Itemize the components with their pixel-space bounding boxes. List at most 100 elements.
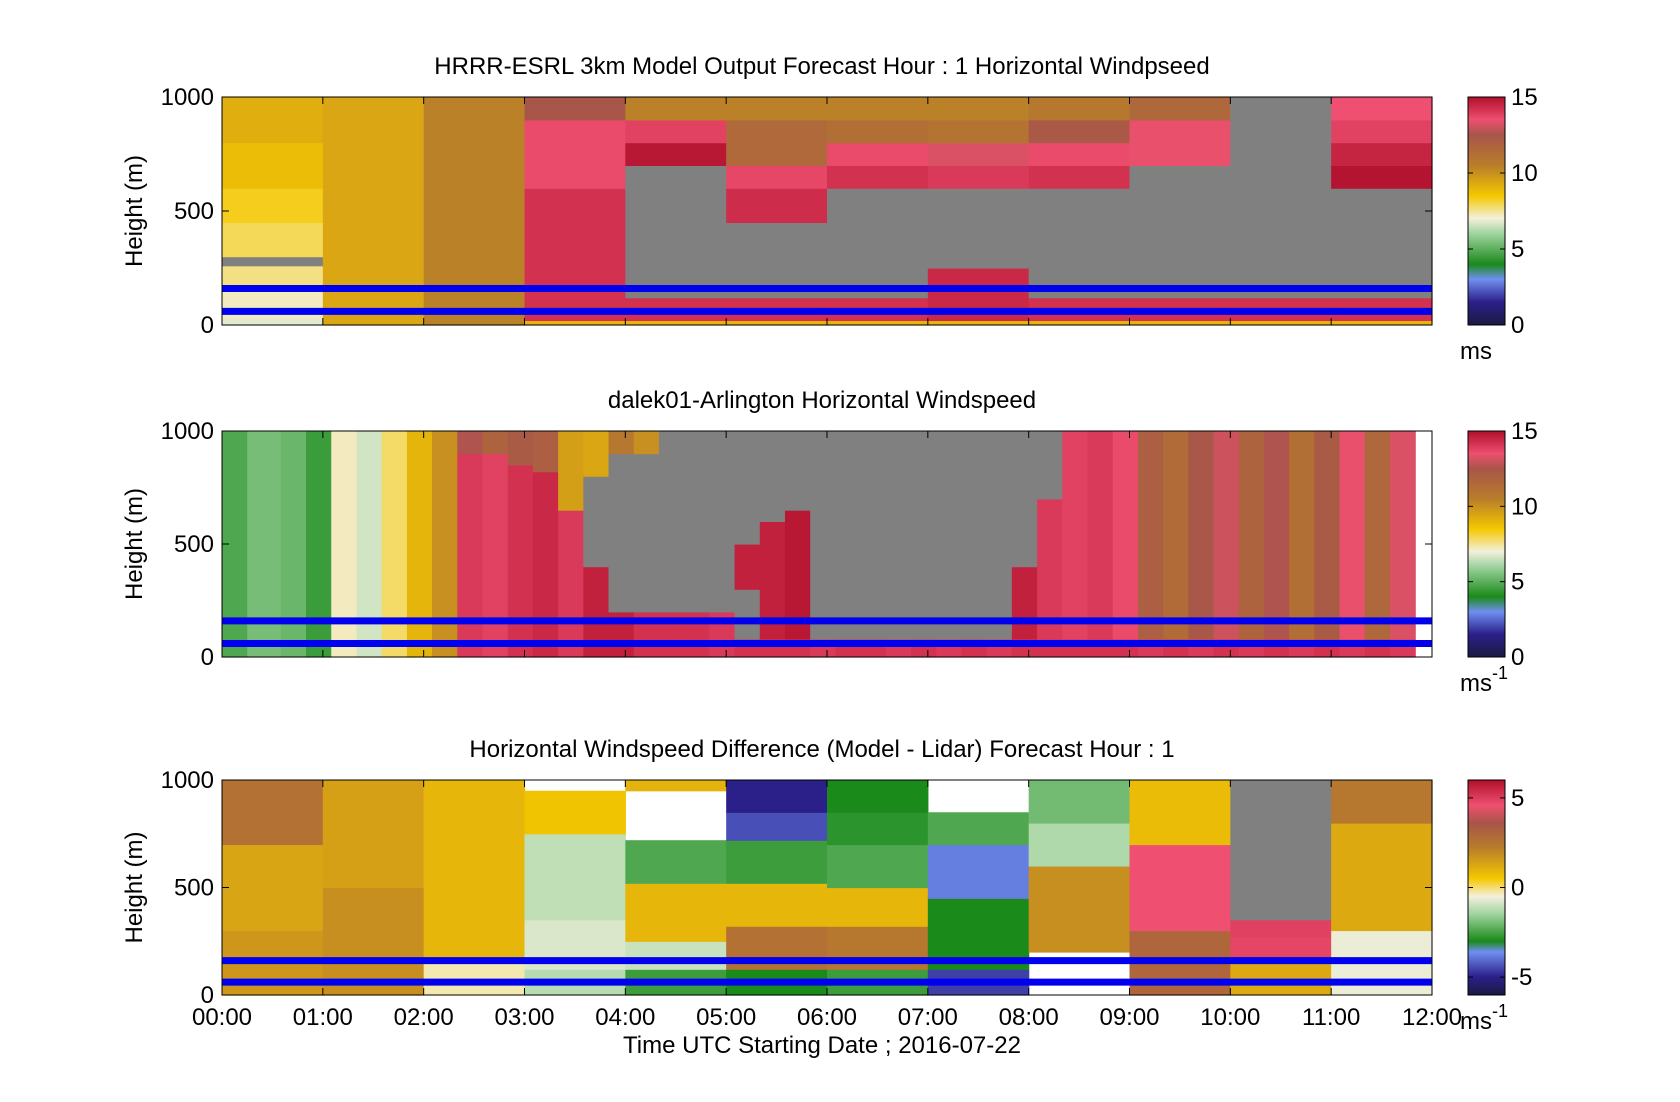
heatmap-area bbox=[222, 97, 1433, 326]
chart-title: Horizontal Windspeed Difference (Model -… bbox=[469, 736, 1174, 763]
heatmap-cell bbox=[827, 887, 929, 927]
heatmap-cell bbox=[625, 119, 727, 144]
y-tick-label: 500 bbox=[174, 531, 214, 558]
heatmap-cell bbox=[222, 265, 324, 290]
heatmap-cell bbox=[507, 464, 534, 658]
heatmap-cell bbox=[633, 431, 660, 455]
heatmap-cell bbox=[625, 941, 727, 970]
colorbar-gradient bbox=[1467, 430, 1506, 658]
heatmap-cell bbox=[625, 840, 727, 884]
heatmap-cell bbox=[927, 812, 1030, 846]
heatmap-cell bbox=[911, 431, 937, 640]
colorbar-unit-label: ms-1 bbox=[1460, 663, 1508, 697]
colorbar: 0 5 10 15 ms bbox=[1460, 84, 1538, 365]
heatmap-cell bbox=[625, 142, 727, 166]
heatmap-cell bbox=[482, 431, 509, 455]
heatmap-cell bbox=[222, 97, 324, 144]
heatmap-cell bbox=[1028, 866, 1131, 953]
colorbar-tick-label: 10 bbox=[1511, 160, 1538, 187]
y-tick-label: 1000 bbox=[161, 767, 214, 794]
heatmap-cell bbox=[784, 431, 811, 511]
heatmap-cell bbox=[1331, 142, 1433, 166]
heatmap-cell bbox=[222, 780, 324, 846]
heatmap-cell bbox=[927, 97, 1030, 121]
colorbar-unit-label: ms bbox=[1460, 338, 1492, 365]
panel-lidar-windspeed: dalek01-Arlington Horizontal Windspeed 0… bbox=[121, 387, 1538, 697]
heatmap-cell bbox=[1062, 431, 1089, 640]
heatmap-cell bbox=[1087, 431, 1114, 640]
panel-difference: Horizontal Windspeed Difference (Model -… bbox=[121, 736, 1532, 1035]
heatmap-cell bbox=[524, 119, 626, 189]
heatmap-cell bbox=[524, 833, 626, 921]
heatmap-cell bbox=[726, 840, 828, 884]
y-axis-label: Height (m) bbox=[121, 831, 148, 943]
heatmap-cell bbox=[810, 431, 836, 640]
heatmap-cell bbox=[583, 431, 610, 477]
heatmap-cell bbox=[1230, 780, 1332, 921]
colorbar-gradient bbox=[1467, 779, 1506, 996]
heatmap-cell bbox=[1364, 431, 1391, 640]
heatmap-cell bbox=[885, 431, 912, 640]
x-tick-label: 03:00 bbox=[494, 1004, 554, 1031]
colorbar: -5 0 5 ms-1 bbox=[1460, 779, 1532, 1035]
colorbar-unit-superscript: -1 bbox=[1492, 1001, 1508, 1021]
heatmap-cell bbox=[1028, 119, 1131, 144]
colorbar-tick-label: 10 bbox=[1511, 493, 1538, 520]
heatmap-cell bbox=[1331, 320, 1433, 326]
x-tick-label: 04:00 bbox=[595, 1004, 655, 1031]
heatmap-cell bbox=[709, 431, 736, 613]
heatmap-cell bbox=[1129, 320, 1231, 326]
x-tick-label: 00:00 bbox=[192, 1004, 252, 1031]
heatmap-cell bbox=[558, 431, 584, 511]
heatmap-cell bbox=[1028, 142, 1131, 166]
heatmap-cell bbox=[1331, 97, 1433, 121]
heatmap-cell bbox=[1213, 431, 1240, 640]
y-tick-label: 500 bbox=[174, 875, 214, 902]
x-tick-label: 08:00 bbox=[999, 1004, 1059, 1031]
heatmap-cell bbox=[827, 812, 929, 846]
heatmap-cell bbox=[1331, 165, 1433, 189]
heatmap-cell bbox=[726, 883, 828, 927]
heatmap-cell bbox=[1028, 823, 1131, 867]
heatmap-cell bbox=[524, 320, 626, 326]
x-tick-label: 06:00 bbox=[797, 1004, 857, 1031]
heatmap-cell bbox=[1028, 780, 1131, 824]
heatmap-cell bbox=[827, 844, 929, 889]
heatmap-cell bbox=[827, 780, 929, 813]
colorbar: 0 5 10 15 ms-1 bbox=[1460, 418, 1538, 697]
heatmap-cell bbox=[322, 780, 425, 889]
x-tick-label: 05:00 bbox=[696, 1004, 756, 1031]
heatmap-cell bbox=[1037, 431, 1063, 500]
heatmap-cell bbox=[658, 431, 685, 613]
heatmap-cell bbox=[827, 188, 929, 299]
heatmap-cell bbox=[734, 431, 761, 545]
heatmap-cell bbox=[532, 431, 559, 473]
heatmap-cell bbox=[784, 510, 811, 590]
colorbar-tick-label: 15 bbox=[1511, 418, 1538, 445]
heatmap-cell bbox=[423, 887, 526, 964]
heatmap-cell bbox=[625, 780, 727, 792]
x-tick-label: 09:00 bbox=[1099, 1004, 1159, 1031]
heatmap-cell bbox=[1037, 498, 1063, 640]
heatmap-cell bbox=[835, 431, 862, 640]
heatmap-cell bbox=[1389, 431, 1416, 640]
heatmap-cell bbox=[222, 188, 324, 223]
heatmap-cell bbox=[1028, 97, 1131, 121]
heatmap-cell bbox=[734, 589, 761, 640]
heatmap-cell bbox=[927, 165, 1030, 189]
heatmap-cell bbox=[1331, 780, 1433, 824]
heatmap-cell bbox=[322, 887, 425, 996]
heatmap-cell bbox=[1129, 97, 1231, 121]
heatmap-cell bbox=[961, 431, 988, 640]
heatmap-cell bbox=[1112, 431, 1139, 640]
heatmap-cell bbox=[222, 142, 324, 189]
heatmap-cell bbox=[625, 883, 727, 942]
heatmap-cell bbox=[1289, 431, 1315, 640]
heatmap-cell bbox=[1314, 431, 1341, 640]
chart-title: HRRR-ESRL 3km Model Output Forecast Hour… bbox=[434, 53, 1209, 80]
panel-model-windspeed: HRRR-ESRL 3km Model Output Forecast Hour… bbox=[121, 53, 1538, 365]
heatmap-cell bbox=[1339, 431, 1366, 640]
heatmap-cell bbox=[1188, 431, 1215, 640]
heatmap-cell bbox=[524, 790, 626, 835]
heatmap-cell bbox=[927, 320, 1030, 326]
